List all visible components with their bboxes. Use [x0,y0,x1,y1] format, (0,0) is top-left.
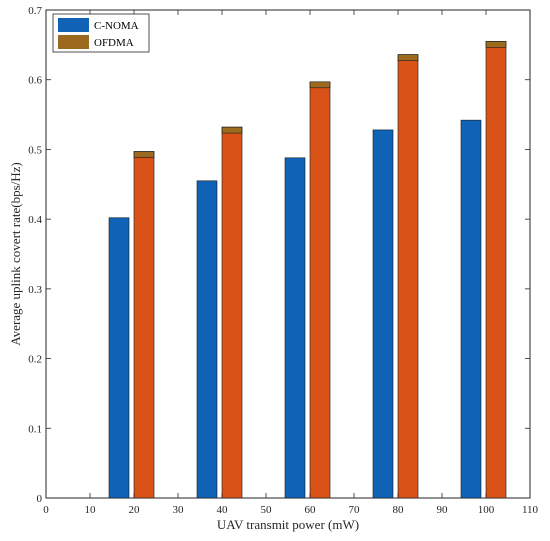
y-tick-label: 0.3 [28,284,42,296]
bar-ofdma-20 [133,151,155,499]
x-axis-title: UAV transmit power (mW) [217,517,359,532]
bar-ofdma-100 [485,41,507,499]
bar-ofdma-60 [309,81,331,499]
bar-c-noma-40 [196,180,218,499]
bar-ofdma-40 [221,126,243,499]
y-tick-label: 0.1 [28,423,42,435]
bar-c-noma-80 [372,129,394,499]
x-tick-label: 110 [522,504,539,516]
x-tick-label: 90 [437,504,449,516]
bar-cap-ofdma-20 [133,151,155,158]
bar-cap-ofdma-80 [397,54,419,61]
bar-ofdma-80 [397,54,419,499]
x-tick-label: 30 [173,504,185,516]
x-tick-label: 50 [261,504,273,516]
x-tick-label: 20 [129,504,141,516]
x-tick-label: 0 [43,504,49,516]
y-axis-title: Average uplink covert rate(bps/Hz) [8,162,23,346]
bar-c-noma-100 [460,119,482,499]
bars-group [108,41,507,499]
x-axis-ticks: 0 10 20 30 40 50 60 70 80 90 100 110 [43,10,539,516]
y-tick-label: 0 [37,493,43,505]
bar-c-noma-60 [284,157,306,499]
y-tick-label: 0.4 [28,214,42,226]
legend-swatch-c-noma [58,18,89,32]
legend: C-NOMA OFDMA [52,13,150,53]
x-tick-label: 10 [85,504,97,516]
y-tick-label: 0.7 [28,5,42,17]
bar-cap-ofdma-60 [309,81,331,89]
bar-c-noma-20 [108,217,130,499]
x-tick-label: 70 [349,504,361,516]
bar-cap-ofdma-100 [485,41,507,48]
y-axis-ticks: 0 0.1 0.2 0.3 0.4 0.5 0.6 0.7 [28,5,530,505]
x-tick-label: 60 [305,504,317,516]
x-tick-label: 80 [393,504,405,516]
y-tick-label: 0.2 [28,354,42,366]
bar-cap-ofdma-40 [221,126,243,134]
x-tick-label: 40 [217,504,229,516]
legend-label-ofdma: OFDMA [94,37,134,49]
y-tick-label: 0.6 [28,75,42,87]
y-tick-label: 0.5 [28,144,42,156]
x-tick-label: 100 [478,504,495,516]
legend-swatch-ofdma [58,35,89,49]
legend-label-c-noma: C-NOMA [94,20,139,32]
